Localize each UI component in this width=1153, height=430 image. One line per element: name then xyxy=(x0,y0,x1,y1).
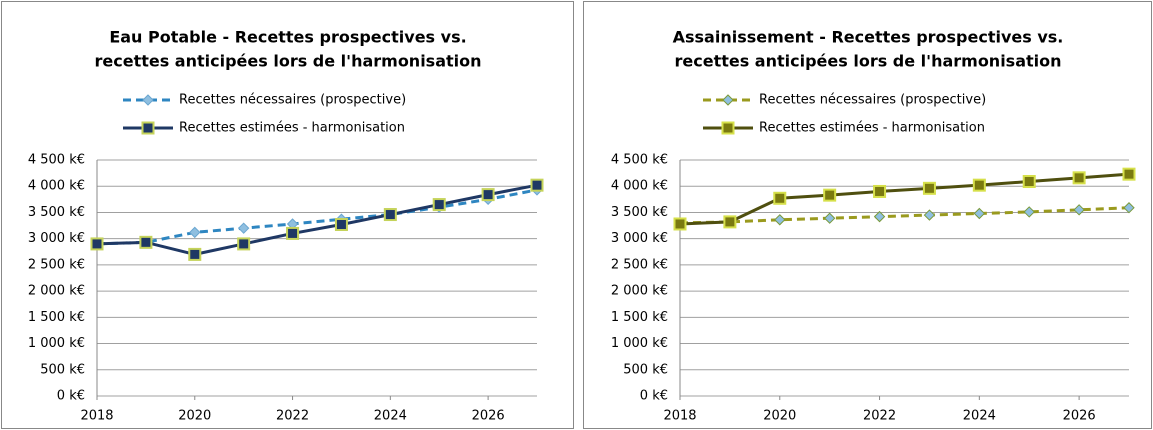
x-tick-label: 2024 xyxy=(963,409,996,424)
x-tick-label: 2022 xyxy=(863,409,896,424)
y-tick-label: 1 500 k€ xyxy=(28,310,85,325)
y-tick-label: 2 000 k€ xyxy=(611,284,668,299)
marker xyxy=(383,208,397,222)
marker xyxy=(723,215,737,229)
y-tick-label: 2 500 k€ xyxy=(28,257,85,272)
chart-title: Assainissement - Recettes prospectives v… xyxy=(673,28,1064,47)
y-tick-label: 1 500 k€ xyxy=(611,310,668,325)
x-tick-label: 2018 xyxy=(663,409,696,424)
legend-label: Recettes estimées - harmonisation xyxy=(759,121,985,136)
chart-title: Eau Potable - Recettes prospectives vs. xyxy=(109,28,466,47)
marker xyxy=(334,218,348,232)
marker xyxy=(823,188,837,202)
marker xyxy=(530,178,544,192)
y-tick-label: 4 500 k€ xyxy=(28,153,85,168)
y-tick-label: 1 000 k€ xyxy=(611,336,668,351)
x-tick-label: 2020 xyxy=(763,409,796,424)
chart-title: recettes anticipées lors de l'harmonisat… xyxy=(674,52,1061,71)
y-tick-label: 3 000 k€ xyxy=(611,231,668,246)
marker xyxy=(237,222,250,234)
marker xyxy=(188,247,202,261)
marker xyxy=(1073,204,1085,216)
panel xyxy=(583,1,1152,429)
marker xyxy=(1023,206,1035,218)
x-tick-label: 2022 xyxy=(276,409,309,424)
x-tick-label: 2026 xyxy=(1063,409,1096,424)
y-tick-label: 3 500 k€ xyxy=(611,205,668,220)
x-tick-label: 2026 xyxy=(472,409,505,424)
marker xyxy=(1122,167,1136,181)
marker xyxy=(481,188,495,202)
series-line xyxy=(96,183,538,256)
marker xyxy=(673,217,687,231)
marker xyxy=(1072,171,1086,185)
marker xyxy=(721,121,735,135)
series-line xyxy=(679,206,1130,225)
chart-title: recettes anticipées lors de l'harmonisat… xyxy=(94,52,481,71)
y-tick-label: 500 k€ xyxy=(623,362,668,377)
marker xyxy=(873,184,887,198)
x-tick-label: 2024 xyxy=(374,409,407,424)
marker xyxy=(1123,202,1135,214)
marker xyxy=(923,209,936,221)
marker xyxy=(237,237,251,251)
series-line xyxy=(679,172,1130,226)
marker xyxy=(432,198,446,212)
y-tick-label: 1 000 k€ xyxy=(28,336,85,351)
y-tick-label: 0 k€ xyxy=(640,389,668,404)
marker xyxy=(823,212,836,224)
marker xyxy=(189,226,201,239)
y-tick-label: 2 500 k€ xyxy=(611,257,668,272)
marker xyxy=(139,235,153,249)
marker xyxy=(973,207,986,220)
marker xyxy=(972,178,986,192)
marker xyxy=(141,121,155,135)
marker xyxy=(90,237,104,251)
marker xyxy=(1022,175,1036,189)
y-tick-label: 2 000 k€ xyxy=(28,284,85,299)
y-tick-label: 3 000 k€ xyxy=(28,231,85,246)
marker xyxy=(873,210,886,223)
legend-label: Recettes estimées - harmonisation xyxy=(179,121,405,136)
marker xyxy=(286,226,300,240)
y-tick-label: 0 k€ xyxy=(57,389,85,404)
marker xyxy=(773,191,787,205)
marker xyxy=(142,94,154,106)
legend-label: Recettes nécessaires (prospective) xyxy=(179,93,406,108)
marker xyxy=(922,181,936,195)
marker xyxy=(722,94,734,106)
series-line xyxy=(96,188,538,246)
y-tick-label: 500 k€ xyxy=(40,362,85,377)
legend-label: Recettes nécessaires (prospective) xyxy=(759,93,986,108)
y-tick-label: 4 000 k€ xyxy=(611,179,668,194)
y-tick-label: 3 500 k€ xyxy=(28,205,85,220)
x-tick-label: 2020 xyxy=(178,409,211,424)
y-tick-label: 4 500 k€ xyxy=(611,153,668,168)
x-tick-label: 2018 xyxy=(80,409,113,424)
marker xyxy=(774,214,786,226)
y-tick-label: 4 000 k€ xyxy=(28,179,85,194)
